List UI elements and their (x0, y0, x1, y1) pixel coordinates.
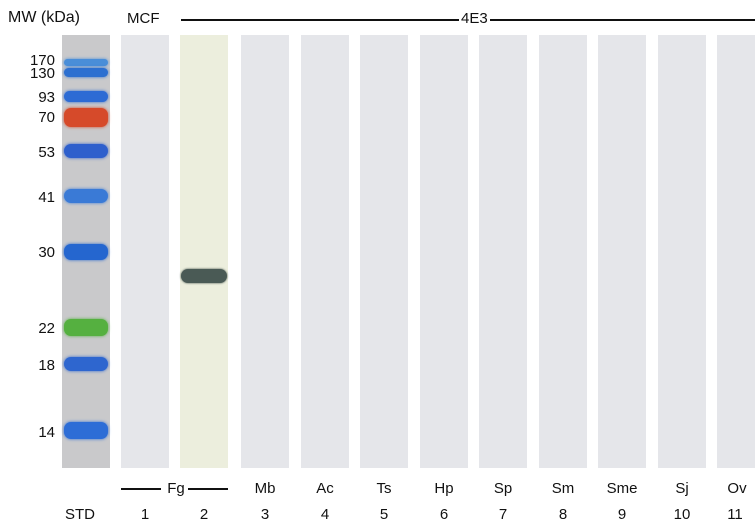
antigen-label-mb: Mb (254, 480, 276, 497)
mw-label-70: 70 (38, 109, 55, 126)
fg-bracket-right (188, 488, 228, 490)
mw-label-93: 93 (38, 89, 55, 106)
lane-label-std: STD (65, 506, 95, 523)
strip-lane-4 (301, 35, 349, 468)
antigen-label-ac: Ac (316, 480, 334, 497)
control-label: MCF (127, 10, 160, 27)
strip-lane-1 (121, 35, 169, 468)
ladder-band-18 (64, 357, 108, 371)
lane-label-5: 5 (379, 506, 389, 523)
fg-bracket-left (121, 488, 161, 490)
lane-label-3: 3 (260, 506, 270, 523)
mw-label-22: 22 (38, 320, 55, 337)
antigen-label-sme: Sme (606, 480, 638, 497)
ladder-band-14 (64, 422, 108, 439)
lane-label-11: 11 (727, 506, 743, 523)
ladder-band-41 (64, 189, 108, 203)
ladder-band-130 (64, 68, 108, 77)
antigen-label-ov: Ov (727, 480, 747, 497)
strip-lane-5 (360, 35, 408, 468)
mw-axis-title: MW (kDa) (8, 9, 80, 26)
ladder-band-70 (64, 108, 108, 127)
mw-label-130: 130 (29, 65, 55, 82)
ladder-band-53 (64, 144, 108, 158)
strip-lane-9 (598, 35, 646, 468)
antigen-label-sp: Sp (493, 480, 513, 497)
mw-label-18: 18 (38, 357, 55, 374)
lane-label-6: 6 (439, 506, 449, 523)
antigen-label-fg: Fg (167, 480, 185, 497)
ladder-band-30 (64, 244, 108, 260)
lane-label-10: 10 (673, 506, 691, 523)
lane-label-8: 8 (558, 506, 568, 523)
antigen-band-lane-2 (181, 269, 227, 283)
antigen-label-hp: Hp (434, 480, 454, 497)
ladder-band-170 (64, 59, 108, 66)
lane-label-9: 9 (617, 506, 627, 523)
antigen-label-ts: Ts (376, 480, 392, 497)
strip-lane-6 (420, 35, 468, 468)
mw-label-14: 14 (38, 424, 55, 441)
lane-label-4: 4 (320, 506, 330, 523)
ladder-band-22 (64, 319, 108, 336)
antigen-label-sj: Sj (675, 480, 689, 497)
strip-lane-8 (539, 35, 587, 468)
strip-lane-10 (658, 35, 706, 468)
molecular-weight-ladder (62, 35, 110, 468)
mw-label-170: 170 (29, 52, 55, 69)
lane-label-2: 2 (199, 506, 209, 523)
mw-label-30: 30 (38, 244, 55, 261)
lane-label-1: 1 (140, 506, 150, 523)
strip-lane-7 (479, 35, 527, 468)
strip-lane-3 (241, 35, 289, 468)
lane-label-7: 7 (498, 506, 508, 523)
strip-lane-11 (717, 35, 755, 468)
strip-lane-2 (180, 35, 228, 468)
antigen-label-sm: Sm (551, 480, 575, 497)
mw-label-41: 41 (38, 189, 55, 206)
antibody-label: 4E3 (459, 10, 490, 27)
mw-label-53: 53 (38, 144, 55, 161)
ladder-band-93 (64, 91, 108, 102)
